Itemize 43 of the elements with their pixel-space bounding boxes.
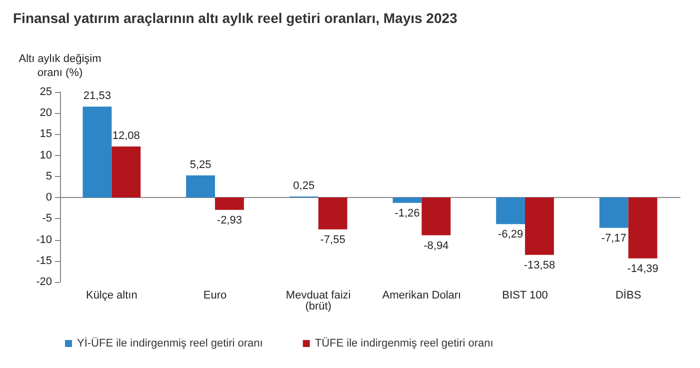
data-label: 0,25 <box>293 180 315 192</box>
bar <box>186 175 215 198</box>
data-label: -7,17 <box>601 232 626 244</box>
data-label: -13,58 <box>524 259 556 272</box>
bar <box>599 198 628 228</box>
y-tick-label: -10 <box>36 234 52 246</box>
x-tick-label: DİBS <box>615 288 642 302</box>
bar <box>525 198 554 255</box>
y-tick-label: 15 <box>40 128 52 140</box>
data-label: 5,25 <box>190 158 212 171</box>
data-label: -7,55 <box>320 234 346 246</box>
data-label: -14,39 <box>627 262 658 275</box>
data-label: -6,29 <box>498 228 524 241</box>
x-tick-label: Euro <box>203 290 227 302</box>
y-axis-title: Altı aylık değişim oranı (%) <box>18 53 102 79</box>
data-label: -1,26 <box>394 207 420 220</box>
y-tick-label: 5 <box>46 170 52 182</box>
data-label: -2,93 <box>216 214 242 226</box>
data-label: 12,08 <box>112 130 140 142</box>
chart-title: Finansal yatırım araçlarının altı aylık reel getiri oranları, Mayıs 2023 <box>13 10 458 26</box>
bar <box>628 198 658 258</box>
x-tick-label: Mevduat faizi (brüt) <box>286 290 351 312</box>
bar <box>112 146 141 198</box>
legend-label: TÜFE ile indirgenmiş reel getiri oranı <box>314 336 494 350</box>
y-tick-label: 10 <box>40 149 52 162</box>
bar <box>496 198 525 224</box>
y-tick-label: -20 <box>36 276 52 288</box>
bar <box>422 198 451 236</box>
x-tick-label: Külçe altın <box>86 290 138 302</box>
y-tick-label: 25 <box>40 86 52 98</box>
bar <box>215 198 244 210</box>
bar <box>392 198 422 203</box>
x-tick-label: BIST 100 <box>502 290 548 302</box>
bar <box>82 106 112 198</box>
y-tick-label: -15 <box>36 254 52 267</box>
y-tick-label: -5 <box>42 212 52 225</box>
bar <box>318 198 348 230</box>
y-tick-label: 0 <box>46 192 52 204</box>
legend-label: Yİ-ÜFE ile indirgenmiş reel getiri oranı <box>77 336 263 350</box>
data-label: -8,94 <box>424 240 449 252</box>
x-tick-label: Amerikan Doları <box>382 290 462 302</box>
data-label: 21,53 <box>83 90 111 102</box>
y-tick-label: 20 <box>40 107 52 120</box>
